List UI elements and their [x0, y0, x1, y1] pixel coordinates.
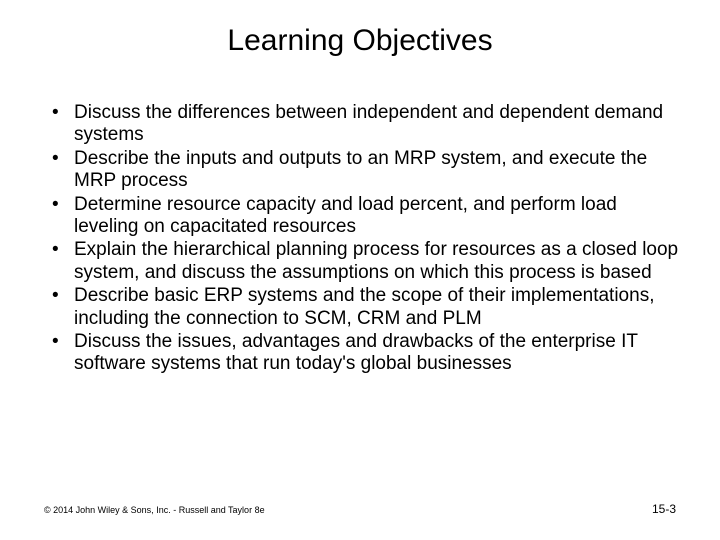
list-item: Describe the inputs and outputs to an MR…	[48, 148, 680, 193]
list-item: Discuss the differences between independ…	[48, 102, 680, 147]
slide-footer: © 2014 John Wiley & Sons, Inc. - Russell…	[44, 502, 676, 516]
slide-container: Learning Objectives Discuss the differen…	[0, 0, 720, 540]
copyright-text: © 2014 John Wiley & Sons, Inc. - Russell…	[44, 505, 265, 515]
slide-title: Learning Objectives	[40, 24, 680, 58]
page-number: 15-3	[652, 502, 676, 516]
list-item: Explain the hierarchical planning proces…	[48, 239, 680, 284]
objectives-list: Discuss the differences between independ…	[40, 102, 680, 376]
list-item: Determine resource capacity and load per…	[48, 194, 680, 239]
list-item: Discuss the issues, advantages and drawb…	[48, 331, 680, 376]
list-item: Describe basic ERP systems and the scope…	[48, 285, 680, 330]
